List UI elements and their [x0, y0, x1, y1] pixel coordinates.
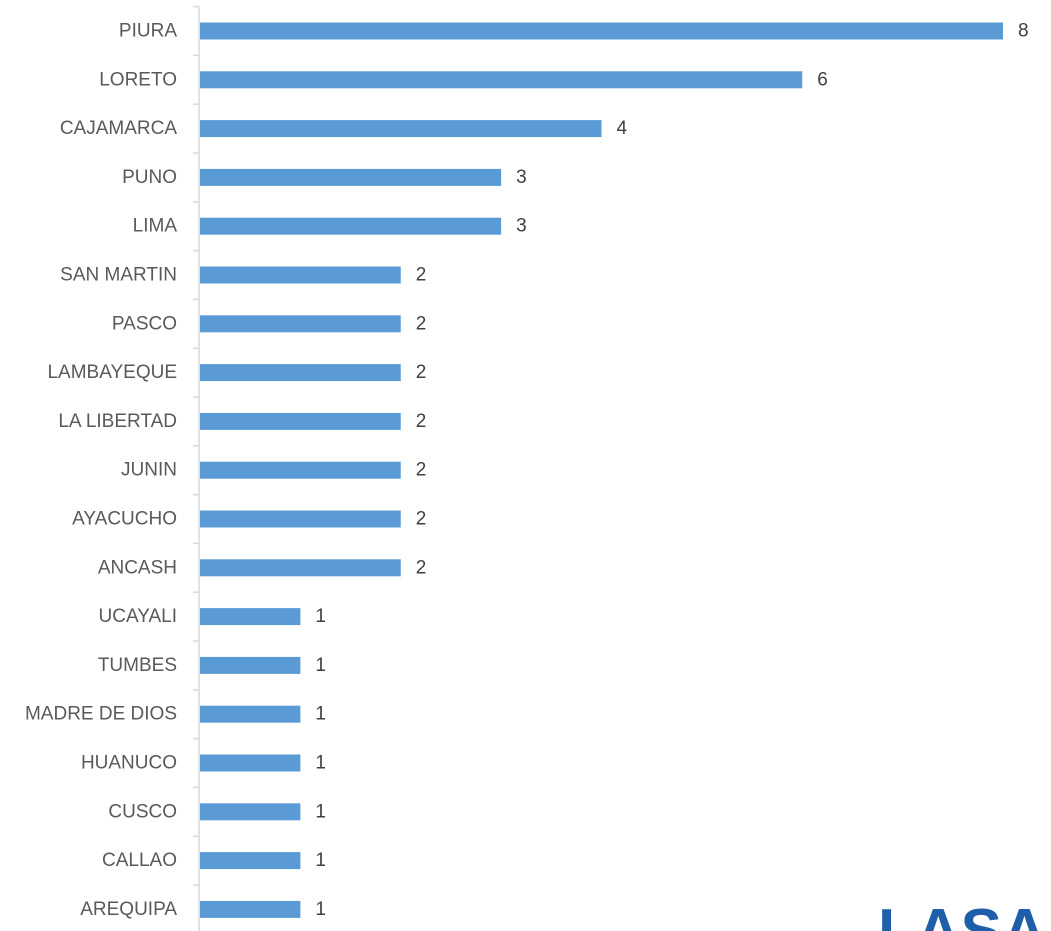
bar [200, 266, 401, 284]
bar [200, 656, 301, 674]
category-label: UCAYALI [99, 606, 178, 627]
value-label: 1 [315, 655, 326, 676]
category-label: LA LIBERTAD [58, 411, 177, 432]
value-label: 3 [516, 216, 527, 237]
category-axis [193, 5, 200, 931]
category-label: JUNIN [121, 460, 177, 481]
category-label: AREQUIPA [80, 899, 177, 920]
value-label: 4 [617, 118, 628, 139]
category-label: AYACUCHO [72, 509, 177, 530]
category-label: LAMBAYEQUE [47, 362, 177, 383]
value-label: 2 [416, 509, 427, 530]
bar [200, 364, 401, 382]
bar [200, 705, 301, 723]
bar [200, 461, 401, 479]
value-label: 8 [1018, 21, 1029, 42]
bar [200, 217, 502, 235]
category-label: CAJAMARCA [60, 118, 178, 139]
value-label: 2 [416, 460, 427, 481]
value-label: 2 [416, 313, 427, 334]
category-label: PUNO [122, 167, 177, 188]
value-label: 3 [516, 167, 527, 188]
bar [200, 22, 1003, 40]
value-label: 1 [315, 899, 326, 920]
value-label: 1 [315, 704, 326, 725]
bar [200, 315, 401, 333]
bar [200, 120, 602, 138]
bar [200, 900, 301, 918]
bar [200, 852, 301, 870]
bar [200, 412, 401, 430]
category-label: PASCO [112, 313, 177, 334]
category-label: MADRE DE DIOS [25, 704, 177, 725]
value-label: 1 [315, 606, 326, 627]
value-label: 6 [817, 69, 828, 90]
category-label: LIMA [133, 216, 178, 237]
value-label: 1 [315, 850, 326, 871]
category-label: TUMBES [98, 655, 177, 676]
category-label: ANCASH [98, 557, 177, 578]
bar [200, 559, 401, 577]
category-label: SAN MARTIN [60, 265, 177, 286]
category-label: PIURA [119, 21, 177, 42]
value-label: 1 [315, 753, 326, 774]
value-label: 1 [315, 801, 326, 822]
value-label: 2 [416, 265, 427, 286]
category-label: CUSCO [108, 801, 177, 822]
value-labels: 8 6 4 3 3 2 2 2 2 2 2 2 1 1 1 1 1 1 1 [315, 21, 1028, 920]
bar [200, 71, 803, 89]
bar [200, 754, 301, 772]
bar [200, 168, 502, 186]
bars [200, 22, 1003, 918]
value-label: 2 [416, 411, 427, 432]
category-labels: PIURA LORETO CAJAMARCA PUNO LIMA SAN MARTIN PA… [25, 21, 177, 920]
category-label: CALLAO [102, 850, 177, 871]
value-label: 2 [416, 362, 427, 383]
category-label: HUANUCO [81, 753, 177, 774]
value-label: 2 [416, 557, 427, 578]
bar [200, 803, 301, 821]
logo: LASA [878, 897, 1047, 931]
bar [200, 608, 301, 626]
bar [200, 510, 401, 528]
category-label: LORETO [99, 69, 177, 90]
